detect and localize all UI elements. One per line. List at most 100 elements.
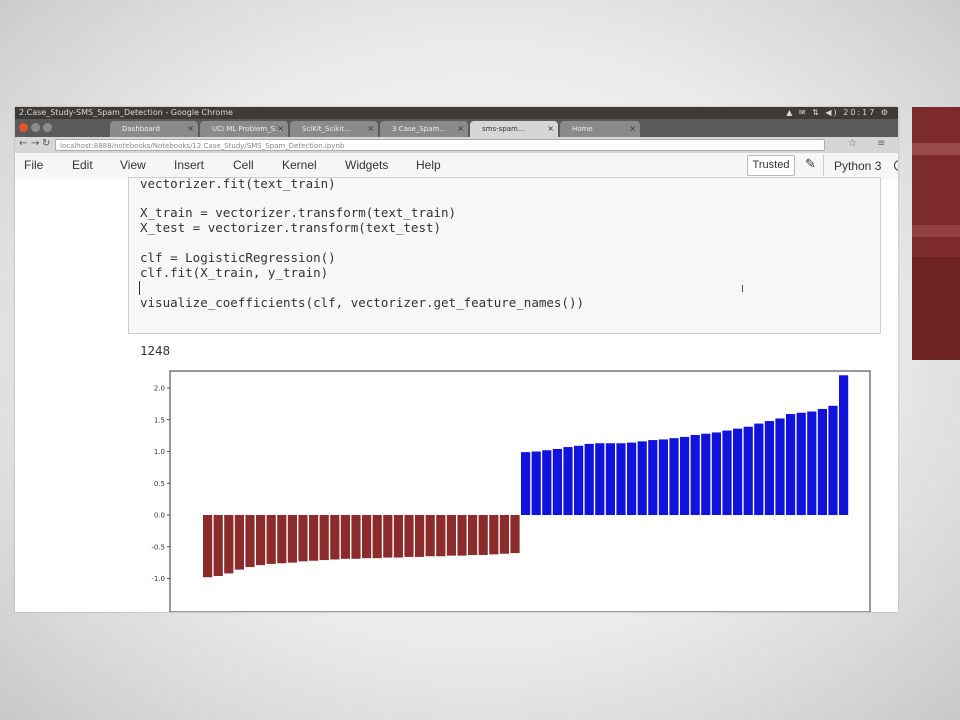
close-tab-icon[interactable]: × bbox=[277, 124, 284, 133]
positive-coefficient-bar bbox=[637, 441, 647, 515]
maximize-window-icon[interactable] bbox=[43, 123, 52, 132]
kernel-name: Python 3 bbox=[834, 159, 882, 173]
menu-kernel[interactable]: Kernel bbox=[282, 158, 317, 172]
close-tab-icon[interactable]: × bbox=[547, 124, 554, 133]
kernel-indicator: Python 3 bbox=[823, 155, 898, 176]
url-input[interactable]: localhost:8888/notebooks/Notebooks/12 Ca… bbox=[55, 139, 825, 151]
positive-coefficient-bar bbox=[542, 450, 552, 515]
code-line: clf = LogisticRegression() bbox=[140, 250, 336, 265]
positive-coefficient-bar bbox=[595, 443, 605, 515]
mouse-ibeam-icon: I bbox=[741, 284, 744, 295]
positive-coefficient-bar bbox=[669, 438, 679, 515]
positive-coefficient-bar bbox=[648, 440, 658, 515]
edit-pencil-icon[interactable]: ✎ bbox=[805, 157, 816, 172]
browser-tab[interactable]: 3 Case_Spam... × bbox=[380, 121, 468, 137]
browser-tab[interactable]: UCI ML Problem_S... × bbox=[200, 121, 288, 137]
menu-insert[interactable]: Insert bbox=[174, 158, 205, 172]
trusted-badge[interactable]: Trusted bbox=[747, 155, 795, 176]
y-tick-label: 0.0 bbox=[154, 512, 165, 520]
negative-coefficient-bar bbox=[499, 515, 509, 554]
back-icon[interactable]: ← bbox=[19, 138, 28, 149]
screen: 2.Case_Study-SMS_Spam_Detection - Google… bbox=[15, 107, 898, 612]
positive-coefficient-bar bbox=[701, 433, 711, 515]
y-tick-label: 1.5 bbox=[154, 416, 165, 424]
positive-coefficient-bar bbox=[552, 448, 562, 515]
close-window-icon[interactable] bbox=[19, 123, 28, 132]
positive-coefficient-bar bbox=[754, 423, 764, 515]
reload-icon[interactable]: ↻ bbox=[42, 138, 51, 149]
bar-group bbox=[203, 375, 849, 578]
positive-coefficient-bar bbox=[521, 452, 531, 515]
address-bar-row: ← → ↻ localhost:8888/notebooks/Notebooks… bbox=[15, 137, 898, 154]
menu-help[interactable]: Help bbox=[416, 158, 441, 172]
negative-coefficient-bar bbox=[436, 515, 446, 557]
positive-coefficient-bar bbox=[743, 426, 753, 515]
positive-coefficient-bar bbox=[531, 451, 541, 515]
close-tab-icon[interactable]: × bbox=[187, 124, 194, 133]
code-line: vectorizer.fit(text_train) bbox=[140, 176, 336, 191]
negative-coefficient-bar bbox=[404, 515, 414, 557]
positive-coefficient-bar bbox=[711, 432, 721, 515]
positive-coefficient-bar bbox=[574, 445, 584, 515]
positive-coefficient-bar bbox=[807, 411, 817, 515]
plot-frame bbox=[169, 370, 871, 612]
notebook-body: vectorizer.fit(text_train) X_train = vec… bbox=[15, 176, 898, 612]
close-tab-icon[interactable]: × bbox=[629, 124, 636, 133]
negative-coefficient-bar bbox=[266, 515, 276, 564]
menu-widgets[interactable]: Widgets bbox=[345, 158, 389, 172]
negative-coefficient-bar bbox=[277, 515, 287, 564]
menu-view[interactable]: View bbox=[120, 158, 146, 172]
negative-coefficient-bar bbox=[351, 515, 361, 559]
browser-tab-strip: Dashboard × UCI ML Problem_S... × SciKit_S… bbox=[15, 119, 898, 137]
code-line: visualize_coefficients(clf, vectorizer.g… bbox=[140, 295, 585, 310]
y-tick-label: -0.5 bbox=[151, 543, 165, 551]
browser-tab[interactable]: Home × bbox=[560, 121, 640, 137]
bookmark-star-icon[interactable]: ☆ bbox=[848, 138, 857, 149]
y-tick-label: -1.0 bbox=[151, 575, 165, 583]
negative-coefficient-bar bbox=[309, 515, 319, 561]
positive-coefficient-bar bbox=[828, 405, 838, 515]
browser-tab[interactable]: SciKit_Scikit... × bbox=[290, 121, 378, 137]
positive-coefficient-bar bbox=[764, 421, 774, 515]
browser-menu-icon[interactable]: ≡ bbox=[877, 138, 886, 149]
browser-tab[interactable]: Dashboard × bbox=[110, 121, 198, 137]
negative-coefficient-bar bbox=[287, 515, 297, 563]
close-tab-icon[interactable]: × bbox=[367, 124, 374, 133]
side-slide-stripe bbox=[912, 225, 960, 237]
negative-coefficient-bar bbox=[457, 515, 467, 556]
minimize-window-icon[interactable] bbox=[31, 123, 40, 132]
positive-coefficient-bar bbox=[616, 443, 626, 515]
positive-coefficient-bar bbox=[839, 375, 849, 515]
y-tick-label: 1.0 bbox=[154, 448, 165, 456]
negative-coefficient-bar bbox=[224, 515, 234, 574]
positive-coefficient-bar bbox=[563, 447, 573, 515]
negative-coefficient-bar bbox=[298, 515, 308, 562]
forward-icon[interactable]: → bbox=[31, 138, 40, 149]
side-slide-decoration bbox=[912, 107, 960, 360]
window-title: 2.Case_Study-SMS_Spam_Detection - Google… bbox=[19, 108, 233, 117]
text-cursor bbox=[139, 281, 140, 295]
negative-coefficient-bar bbox=[510, 515, 520, 554]
menu-edit[interactable]: Edit bbox=[72, 158, 93, 172]
positive-coefficient-bar bbox=[775, 418, 785, 515]
positive-coefficient-bar bbox=[690, 434, 700, 515]
positive-coefficient-bar bbox=[584, 443, 594, 515]
negative-coefficient-bar bbox=[468, 515, 478, 556]
menu-file[interactable]: File bbox=[24, 158, 44, 172]
positive-coefficient-bar bbox=[627, 442, 637, 515]
browser-tab-active[interactable]: sms-spam... × bbox=[470, 121, 558, 137]
negative-coefficient-bar bbox=[234, 515, 244, 570]
notebook-menubar: File Edit View Insert Cell Kernel Widget… bbox=[15, 153, 898, 180]
negative-coefficient-bar bbox=[383, 515, 393, 558]
close-tab-icon[interactable]: × bbox=[457, 124, 464, 133]
negative-coefficient-bar bbox=[478, 515, 488, 556]
positive-coefficient-bar bbox=[680, 436, 690, 515]
code-line: X_test = vectorizer.transform(text_test) bbox=[140, 220, 442, 235]
negative-coefficient-bar bbox=[213, 515, 223, 576]
code-cell[interactable]: vectorizer.fit(text_train) X_train = vec… bbox=[128, 176, 881, 334]
y-axis: -1.0 -0.5 0.0 0.5 1.0 1.5 2.0 bbox=[151, 385, 170, 583]
positive-coefficient-bar bbox=[658, 439, 668, 515]
code-line: X_train = vectorizer.transform(text_trai… bbox=[140, 205, 457, 220]
negative-coefficient-bar bbox=[330, 515, 340, 560]
menu-cell[interactable]: Cell bbox=[233, 158, 254, 172]
